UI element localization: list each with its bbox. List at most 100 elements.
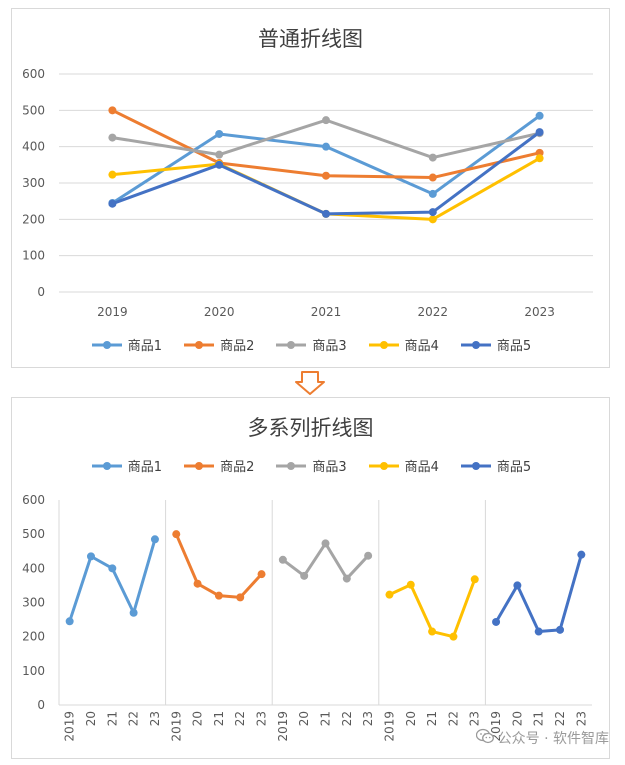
x-tick-label: 22 [233,711,247,726]
y-tick-label: 400 [22,561,45,575]
data-point [428,208,437,217]
data-point [385,590,394,599]
x-tick-label: 23 [148,711,162,726]
legend-swatch [460,461,491,470]
y-tick-label: 600 [22,493,45,507]
legend-marker [102,340,111,349]
legend-swatch [460,340,491,349]
legend-swatch [184,461,215,470]
chart-title: 普通折线图 [258,27,363,51]
series-line [68,538,157,622]
legend-marker [287,461,296,470]
x-tick-label: 2019 [489,711,503,742]
series-line [494,554,583,634]
data-point [428,153,437,162]
data-point [492,617,501,626]
legend-item: 商品1 [90,456,162,475]
series-line [174,533,263,599]
legend-label: 商品4 [404,460,439,475]
data-point [215,160,224,169]
x-tick-label: 2019 [169,711,183,742]
data-point [300,571,309,580]
x-tick-label: 20 [297,711,311,726]
legend-label: 商品3 [312,339,347,354]
y-tick-label: 300 [22,596,45,610]
legend-label: 商品5 [496,460,532,475]
legend-swatch [368,461,399,470]
x-tick-label: 23 [361,711,375,726]
data-point [428,215,437,224]
legend-marker [379,340,388,349]
legend-swatch [368,340,399,349]
legend-label: 商品5 [496,339,532,354]
data-point [535,154,544,163]
legend-label: 商品3 [312,460,347,475]
x-tick-label: 2022 [418,305,449,319]
data-point [278,555,287,564]
x-tick-label: 2021 [311,305,342,319]
chart-legend: 商品1 商品2 商品3 商品4 商品5 [12,456,609,475]
data-point [535,111,544,120]
x-tick-label: 23 [468,711,482,726]
x-tick-label: 22 [340,711,354,726]
data-point [321,539,330,548]
legend-swatch [184,340,215,349]
legend-item: 商品4 [367,335,439,354]
legend-label: 商品2 [220,460,255,475]
legend-item: 商品5 [459,456,531,475]
data-point [322,142,330,151]
legend-swatch [91,461,122,470]
legend-marker [471,461,480,470]
y-tick-label: 0 [37,698,45,712]
data-point [449,632,458,641]
data-point [556,625,565,634]
data-point [513,581,522,590]
data-point [193,579,202,588]
y-tick-label: 0 [37,285,45,299]
data-point [257,570,266,579]
legend-label: 商品2 [220,339,255,354]
x-tick-label: 2019 [276,711,290,742]
y-tick-label: 200 [22,630,45,644]
x-tick-label: 2019 [382,711,396,742]
legend-swatch [91,340,122,349]
x-tick-label: 21 [212,711,226,726]
x-tick-label: 21 [105,711,119,726]
data-point [470,575,479,584]
series-line [111,114,541,205]
data-point [108,199,117,208]
legend-item: 商品1 [90,335,162,354]
legend-label: 商品1 [127,460,163,475]
data-point [428,189,437,198]
legend-item: 商品2 [182,456,254,475]
chart-title: 多系列折线图 [247,416,374,440]
x-tick-label: 22 [553,711,567,726]
legend-marker [471,340,480,349]
data-point [364,551,373,560]
data-point [322,171,330,180]
data-point [108,170,117,179]
data-point [108,133,117,142]
x-tick-label: 23 [574,711,588,726]
data-point [150,535,159,544]
wechat-icon [475,728,494,748]
line-chart-plot: 0 100 200 300 400 500 600 2019 2020 2021 2022 2023 [22,67,593,319]
x-tick-label: 20 [84,711,98,726]
data-point [236,593,245,602]
data-point [108,564,117,573]
data-point [129,608,138,617]
y-tick-label: 600 [22,67,45,81]
legend-swatch [276,340,307,349]
x-tick-label: 20 [404,711,418,726]
legend-item: 商品2 [182,335,254,354]
x-tick-label: 21 [532,711,546,726]
x-tick-label: 2019 [97,305,128,319]
legend-marker [195,461,204,470]
data-point [215,150,224,159]
data-point [406,580,415,589]
data-point [535,128,544,137]
multi-series-line-plot: 0 100 200 300 400 500 600 2019 20 21 22 23 2019 20 21 2… [22,493,592,742]
legend-marker [379,461,388,470]
y-tick-label: 200 [22,212,45,226]
data-point [322,209,330,218]
